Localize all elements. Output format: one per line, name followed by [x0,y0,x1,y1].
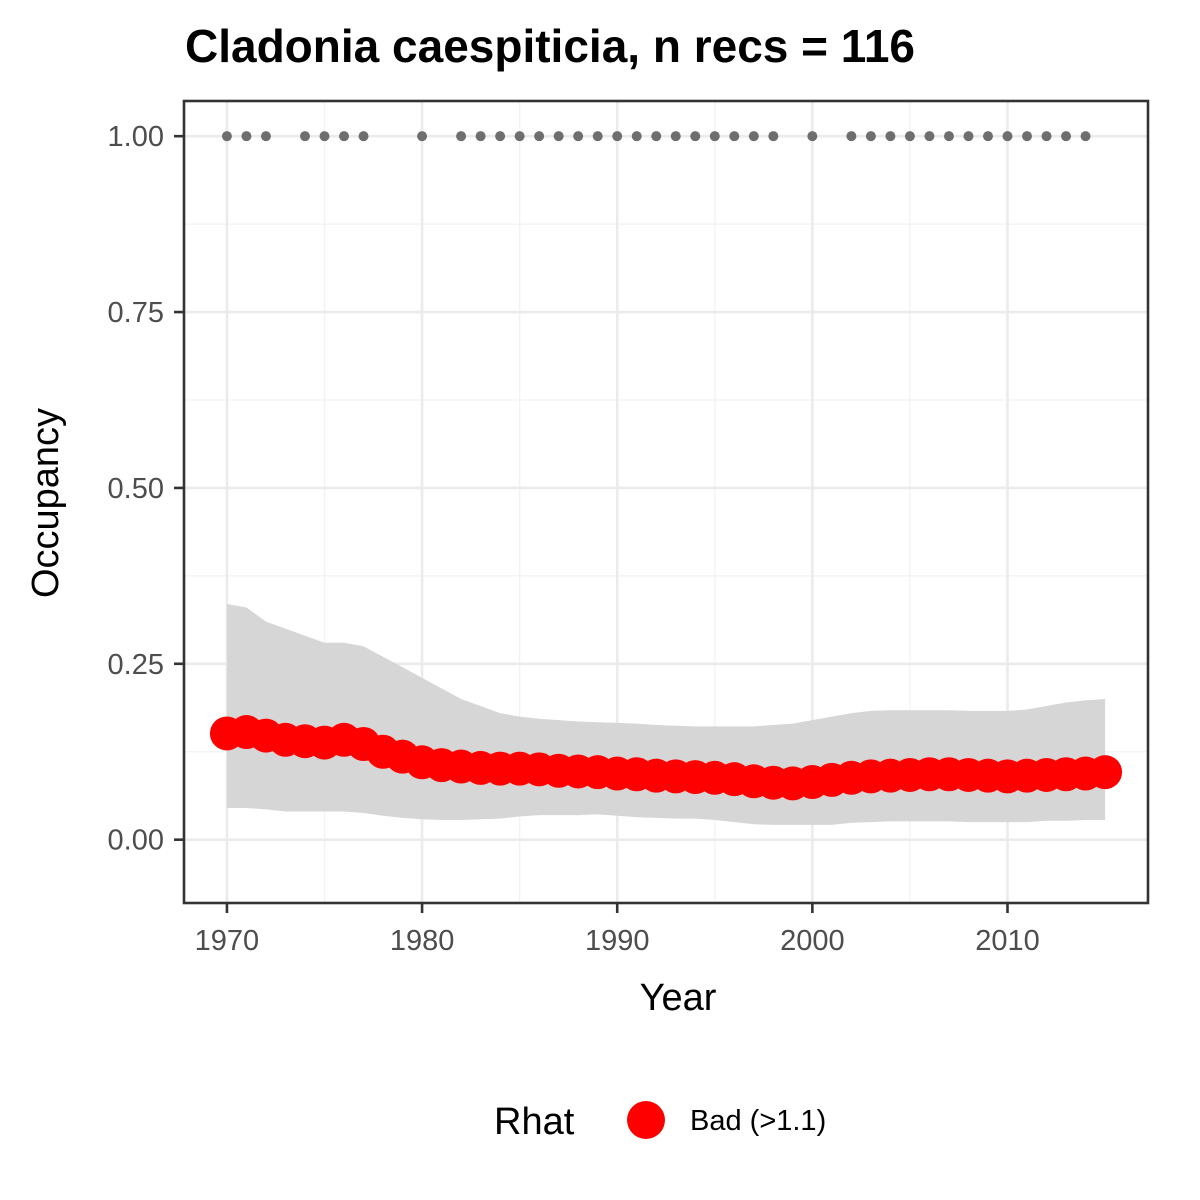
x-tick-label: 2010 [975,925,1040,957]
record-point [943,131,954,142]
legend-key-bad [627,1101,665,1139]
record-points-layer [221,131,1091,142]
y-axis-title: Occupancy [25,408,67,598]
x-tick-label: 1970 [195,925,260,957]
record-point [592,131,603,142]
record-point [475,131,486,142]
record-point [768,131,779,142]
record-point [904,131,915,142]
record-point [573,131,584,142]
record-point [1061,131,1072,142]
legend-title: Rhat [494,1101,575,1143]
record-point [748,131,759,142]
record-point [358,131,369,142]
record-point [417,131,428,142]
record-point [339,131,350,142]
record-point [1002,131,1013,142]
occupancy-points-layer [209,715,1123,801]
record-point [319,131,330,142]
panel-border [182,99,1150,905]
x-axis-title: Year [640,977,717,1019]
record-point [221,131,232,142]
record-point [1080,131,1091,142]
record-point [670,131,681,142]
y-tick-label: 0.50 [108,473,164,505]
record-point [690,131,701,142]
record-point [495,131,506,142]
y-tick-label: 0.25 [108,649,164,681]
record-point [534,131,545,142]
record-point [299,131,310,142]
x-tick-label: 1980 [390,925,455,957]
record-point [1041,131,1052,142]
y-tick-label: 0.75 [108,297,164,329]
record-point [885,131,896,142]
record-point [651,131,662,142]
record-point [1022,131,1033,142]
record-point [924,131,935,142]
record-point [612,131,623,142]
record-point [709,131,720,142]
record-point [729,131,740,142]
record-point [963,131,974,142]
record-point [456,131,467,142]
axis-ticks-layer: 1970 1980 1990 2000 2010 0.00 0.25 0.50 0.75 1.00 [108,121,1040,957]
record-point [807,131,818,142]
record-point [260,131,271,142]
legend: Rhat Bad (>1.1) [494,1101,826,1143]
y-tick-label: 0.00 [108,825,164,857]
record-point [865,131,876,142]
occupancy-point [1088,755,1123,790]
chart-title: Cladonia caespiticia, n recs = 116 [185,20,915,72]
x-tick-label: 1990 [585,925,650,957]
y-tick-label: 1.00 [108,121,164,153]
record-point [631,131,642,142]
x-tick-label: 2000 [780,925,845,957]
panel-border-layer [182,99,1150,905]
record-point [553,131,564,142]
record-point [846,131,857,142]
legend-label-bad: Bad (>1.1) [690,1105,826,1137]
record-point [514,131,525,142]
record-point [241,131,252,142]
record-point [982,131,993,142]
